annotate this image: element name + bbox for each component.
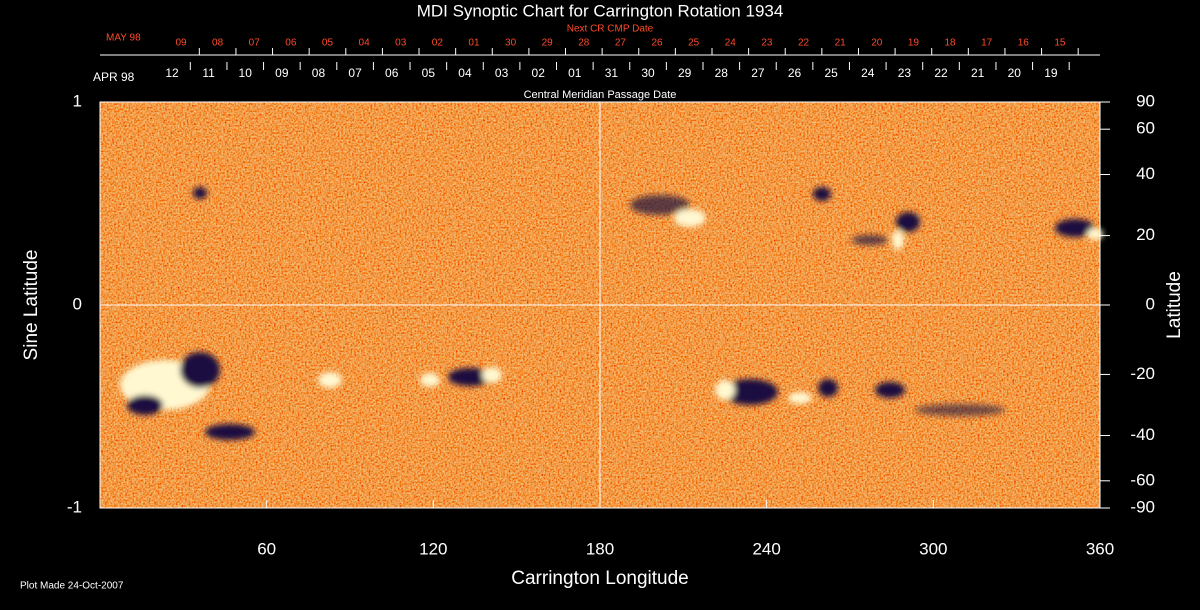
next-cr-date: 16: [1018, 38, 1030, 49]
next-cr-date: 25: [688, 38, 700, 49]
cmp-date: 02: [532, 66, 546, 80]
next-cr-date: 27: [615, 38, 627, 49]
y2-tick-label: -20: [1130, 364, 1155, 383]
y-tick-label: -1: [67, 497, 82, 516]
next-cr-title: Next CR CMP Date: [567, 24, 654, 35]
y-tick-label: 0: [73, 294, 82, 313]
y2-tick-label: 40: [1136, 164, 1155, 183]
cmp-date: 11: [202, 66, 215, 80]
x-tick-label: 60: [257, 539, 276, 558]
y2-tick-label: 20: [1136, 225, 1155, 244]
cmp-date: 30: [641, 66, 655, 80]
next-cr-date: 29: [542, 38, 554, 49]
cmp-date: 26: [788, 66, 802, 80]
y-tick-label: 1: [73, 91, 82, 110]
cmp-date: 22: [934, 66, 948, 80]
cmp-date: 07: [348, 66, 362, 80]
y2-tick-label: -40: [1130, 425, 1155, 444]
next-cr-date: 01: [468, 38, 480, 49]
cmp-date: 24: [861, 66, 875, 80]
cmp-date: 05: [422, 66, 436, 80]
next-cr-date: 03: [395, 38, 407, 49]
footer: Plot Made 24-Oct-2007: [20, 581, 124, 592]
next-cr-date: 18: [944, 38, 956, 49]
y-axis-title: Sine Latitude: [21, 250, 42, 361]
cmp-date: 19: [1044, 66, 1058, 80]
cmp-date: 27: [751, 66, 765, 80]
cmp-date: 29: [678, 66, 692, 80]
chart-title: MDI Synoptic Chart for Carrington Rotati…: [417, 1, 784, 20]
cmp-date: 09: [275, 66, 289, 80]
cmp-date: 28: [715, 66, 729, 80]
cmp-date: 31: [605, 66, 619, 80]
next-cr-month: MAY 98: [106, 33, 141, 44]
next-cr-date: 17: [981, 38, 993, 49]
next-cr-date: 04: [359, 38, 371, 49]
x-tick-label: 180: [586, 539, 614, 558]
y2-tick-label: 0: [1146, 294, 1155, 313]
next-cr-date: 02: [432, 38, 444, 49]
next-cr-date: 20: [871, 38, 883, 49]
x-tick-label: 120: [419, 539, 447, 558]
map: [100, 102, 1103, 508]
next-cr-date: 28: [578, 38, 590, 49]
cmp-date: 25: [824, 66, 838, 80]
y2-tick-label: 60: [1136, 119, 1155, 138]
x-tick-label: 240: [752, 539, 780, 558]
next-cr-date: 19: [908, 38, 920, 49]
cmp-date: 10: [239, 66, 253, 80]
next-cr-date: 26: [651, 38, 663, 49]
x-axis-title: Carrington Longitude: [511, 568, 688, 589]
next-cr-date: 21: [835, 38, 847, 49]
next-cr-date: 23: [761, 38, 773, 49]
next-cr-date: 24: [725, 38, 737, 49]
x-tick-label: 300: [919, 539, 947, 558]
cmp-date: 20: [1008, 66, 1022, 80]
y2-tick-label: -90: [1130, 497, 1155, 516]
y2-tick-label: -60: [1130, 470, 1155, 489]
cmp-month: APR 98: [93, 70, 135, 84]
next-cr-date: 22: [798, 38, 810, 49]
y2-axis-title: Latitude: [1164, 271, 1185, 339]
cmp-date: 12: [165, 66, 179, 80]
next-cr-date: 07: [249, 38, 261, 49]
cmp-date: 06: [385, 66, 399, 80]
next-cr-date: 05: [322, 38, 334, 49]
next-cr-date: 08: [212, 38, 224, 49]
cmp-date: 03: [495, 66, 509, 80]
x-tick-label: 360: [1086, 539, 1114, 558]
cmp-date: 01: [568, 66, 582, 80]
next-cr-date: 30: [505, 38, 517, 49]
cmp-date: 21: [971, 66, 985, 80]
cmp-date: 04: [458, 66, 472, 80]
cmp-date: 08: [312, 66, 326, 80]
top-axis-title: Central Meridian Passage Date: [524, 89, 677, 101]
active-regions: [120, 187, 1103, 440]
next-cr-date: 09: [175, 38, 187, 49]
y2-tick-label: 90: [1136, 91, 1155, 110]
next-cr-date: 15: [1054, 38, 1066, 49]
next-cr-date: 06: [285, 38, 297, 49]
cmp-date: 23: [898, 66, 912, 80]
